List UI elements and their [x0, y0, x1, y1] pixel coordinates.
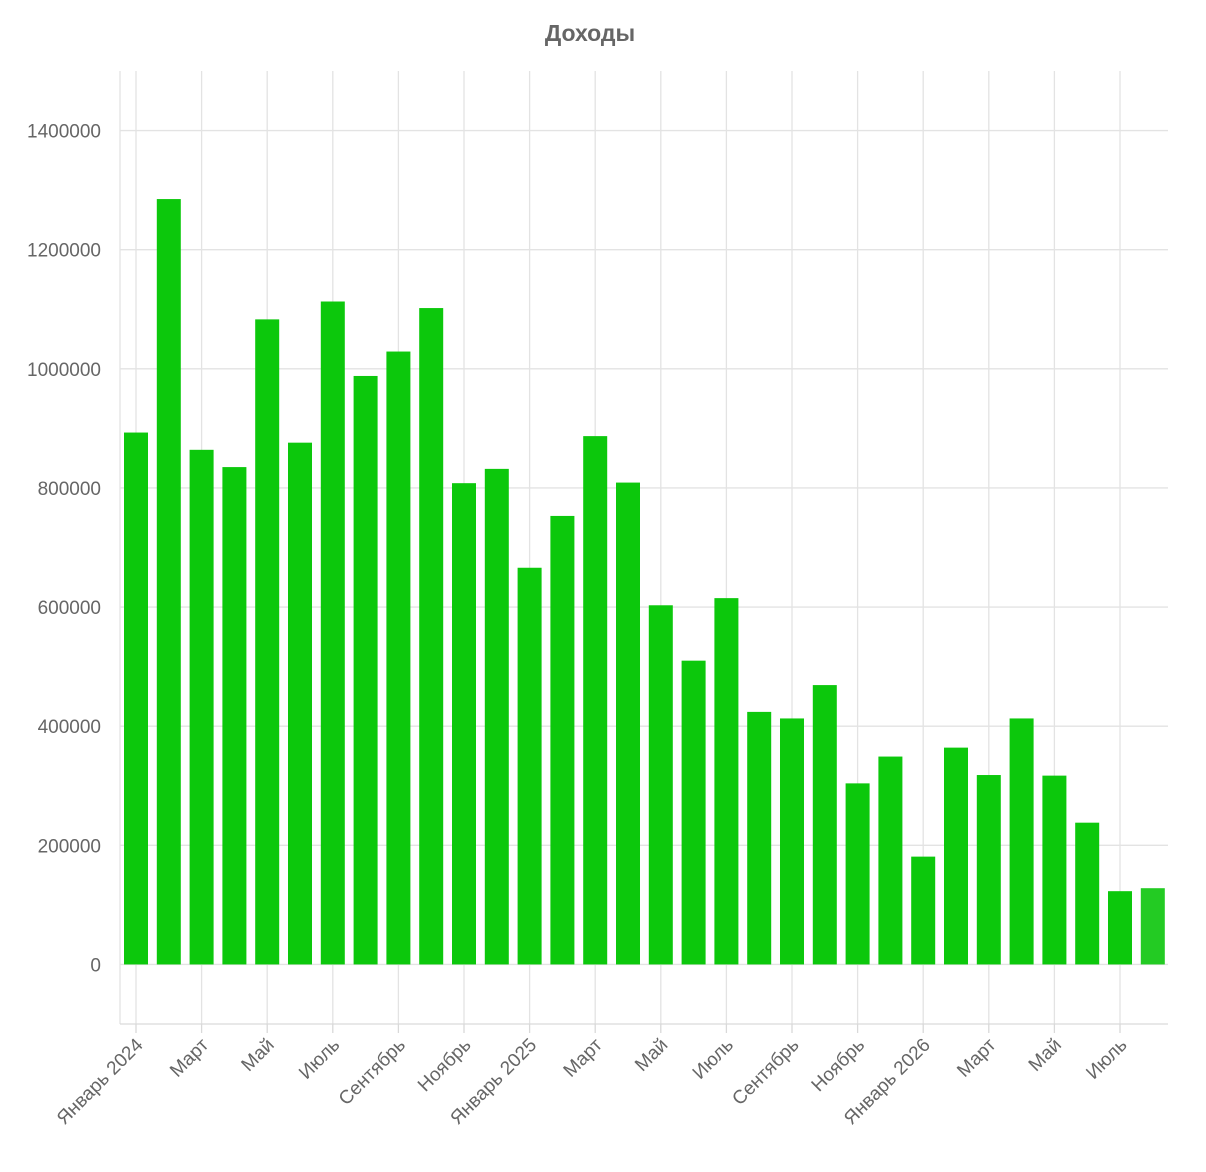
x-tick-label: Май [1025, 1035, 1066, 1076]
x-tick-label: Март [166, 1034, 213, 1081]
x-tick-label: Июль [689, 1035, 738, 1084]
bar-2025-08[interactable] [747, 711, 772, 965]
bar-2024-12[interactable] [484, 468, 509, 965]
bar-2025-12[interactable] [878, 756, 903, 965]
bar-2024-07[interactable] [320, 301, 345, 965]
x-tick-label: Сентябрь [728, 1035, 803, 1110]
bar-2025-10[interactable] [812, 685, 837, 965]
bar-2024-04[interactable] [222, 467, 247, 965]
y-tick-label: 800000 [38, 479, 101, 500]
bar-2026-08[interactable] [1140, 888, 1165, 965]
bar-2024-08[interactable] [353, 375, 378, 965]
x-tick-label: Ноябрь [808, 1035, 870, 1097]
bar-2025-01[interactable] [517, 567, 542, 965]
y-tick-label: 1000000 [27, 360, 101, 381]
y-tick-label: 200000 [38, 836, 101, 857]
bar-2024-01[interactable] [124, 432, 148, 965]
x-tick-label: Июль [295, 1035, 344, 1084]
x-tick-label: Сентябрь [335, 1035, 410, 1110]
bar-2026-05[interactable] [1042, 775, 1067, 965]
x-tick-label: Март [560, 1034, 607, 1081]
x-tick-label: Ноябрь [414, 1035, 476, 1097]
bar-2026-03[interactable] [976, 775, 1001, 965]
y-tick-label: 0 [90, 955, 101, 976]
bar-2024-11[interactable] [452, 483, 476, 965]
bar-2025-04[interactable] [616, 482, 640, 965]
bar-2024-10[interactable] [419, 308, 444, 965]
x-tick-label: Январь 2024 [53, 1034, 148, 1129]
x-tick-label: Июль [1082, 1035, 1131, 1084]
bar-2025-09[interactable] [780, 718, 804, 965]
bar-2024-05[interactable] [255, 319, 280, 965]
bar-2025-05[interactable] [648, 605, 673, 965]
chart-title: Доходы [544, 20, 636, 46]
x-tick-label: Май [631, 1035, 672, 1076]
bar-2024-02[interactable] [156, 199, 181, 965]
bar-2025-06[interactable] [681, 660, 706, 965]
y-tick-label: 600000 [38, 598, 101, 619]
bars [124, 199, 1165, 965]
y-tick-label: 400000 [38, 717, 101, 738]
bar-2025-02[interactable] [550, 515, 575, 965]
bar-2024-09[interactable] [386, 351, 411, 965]
bar-2025-11[interactable] [845, 783, 870, 965]
bar-2025-03[interactable] [583, 436, 608, 965]
bar-2026-01[interactable] [911, 856, 936, 965]
x-tick-label: Май [238, 1035, 279, 1076]
bar-2025-07[interactable] [714, 598, 739, 965]
bar-2026-07[interactable] [1108, 891, 1132, 965]
y-axis: 0 200000 400000 600000 800000 1000000 1200000 1… [27, 122, 101, 977]
bar-2026-02[interactable] [944, 747, 968, 965]
y-tick-label: 1200000 [27, 241, 101, 262]
bar-2024-06[interactable] [288, 442, 312, 965]
bar-2024-03[interactable] [189, 449, 214, 965]
y-tick-label: 1400000 [27, 122, 101, 143]
bar-2026-04[interactable] [1009, 718, 1034, 965]
x-tick-label: Март [953, 1034, 1000, 1081]
bar-2026-06[interactable] [1075, 822, 1100, 965]
